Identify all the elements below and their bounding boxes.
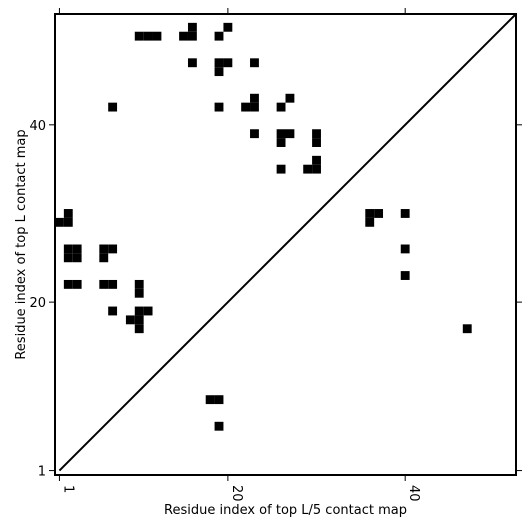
contact-cell	[312, 155, 321, 165]
axis-ticks: 1 20 40 1 20 40	[29, 8, 522, 502]
contact-cell	[276, 102, 286, 112]
contact-cell	[276, 138, 286, 147]
contact-cell	[214, 67, 224, 77]
contact-cell	[99, 279, 109, 289]
contact-cell	[187, 22, 197, 32]
contact-cells	[55, 22, 472, 431]
contact-cell	[250, 102, 259, 112]
x-tick-label: 40	[406, 485, 421, 502]
contact-cell	[187, 58, 197, 68]
contact-cell	[152, 31, 162, 41]
contact-cell	[285, 93, 295, 103]
contact-cell	[365, 209, 375, 218]
contact-cell	[374, 209, 384, 218]
contact-cell	[134, 315, 144, 325]
y-tick-label: 20	[29, 296, 46, 311]
x-tick-label: 1	[60, 485, 75, 493]
contact-cell	[108, 279, 118, 289]
contact-cell	[276, 129, 286, 139]
contact-cell	[400, 244, 410, 254]
contact-cell	[63, 209, 73, 218]
contact-cell	[63, 217, 73, 227]
contact-cell	[276, 164, 286, 174]
contact-cell	[223, 22, 233, 32]
contact-cell	[214, 395, 224, 405]
contact-cell	[312, 129, 321, 139]
contact-cell	[99, 244, 109, 254]
contact-cell	[250, 58, 259, 68]
contact-cell	[63, 253, 73, 263]
contact-cell	[72, 253, 82, 263]
contact-cell	[223, 58, 233, 68]
contact-cell	[214, 421, 224, 431]
contact-cell	[72, 244, 82, 254]
contact-cell	[55, 217, 64, 227]
contact-cell	[250, 129, 259, 139]
contact-cell	[312, 164, 321, 174]
contact-cell	[187, 31, 197, 41]
diagonal-line	[58, 13, 517, 472]
contact-cell	[134, 288, 144, 298]
contact-cell	[72, 279, 82, 289]
plot-frame	[54, 13, 517, 476]
contact-cell	[179, 31, 188, 41]
contact-cell	[134, 31, 144, 41]
contact-cell	[303, 164, 313, 174]
contact-cell	[205, 395, 215, 405]
contact-cell	[400, 209, 410, 218]
contact-cell	[134, 306, 144, 316]
contact-cell	[462, 324, 472, 334]
contact-cell	[125, 315, 135, 325]
contact-cell	[63, 279, 73, 289]
contact-cell	[400, 271, 410, 280]
contact-cell	[214, 58, 224, 68]
contact-cell	[108, 244, 118, 254]
contact-cell	[250, 93, 259, 103]
contact-cell	[143, 31, 153, 41]
contact-cell	[134, 279, 144, 289]
contact-cell	[143, 306, 153, 316]
contact-cell	[285, 129, 295, 139]
contact-cell	[365, 217, 375, 227]
contact-cell	[214, 31, 224, 41]
x-tick-label: 20	[229, 485, 244, 502]
contact-cell	[99, 253, 109, 263]
contact-cell	[134, 324, 144, 334]
contact-cell	[108, 306, 118, 316]
y-tick-label: 40	[29, 119, 46, 134]
contact-cell	[241, 102, 251, 112]
x-axis-label: Residue index of top L/5 contact map	[164, 503, 407, 518]
contact-cell	[108, 102, 118, 112]
contact-cell	[312, 138, 321, 147]
y-tick-label: 1	[38, 465, 46, 480]
contact-cell	[214, 102, 224, 112]
contact-cell	[63, 244, 73, 254]
y-axis-label: Residue index of top L contact map	[14, 129, 29, 359]
